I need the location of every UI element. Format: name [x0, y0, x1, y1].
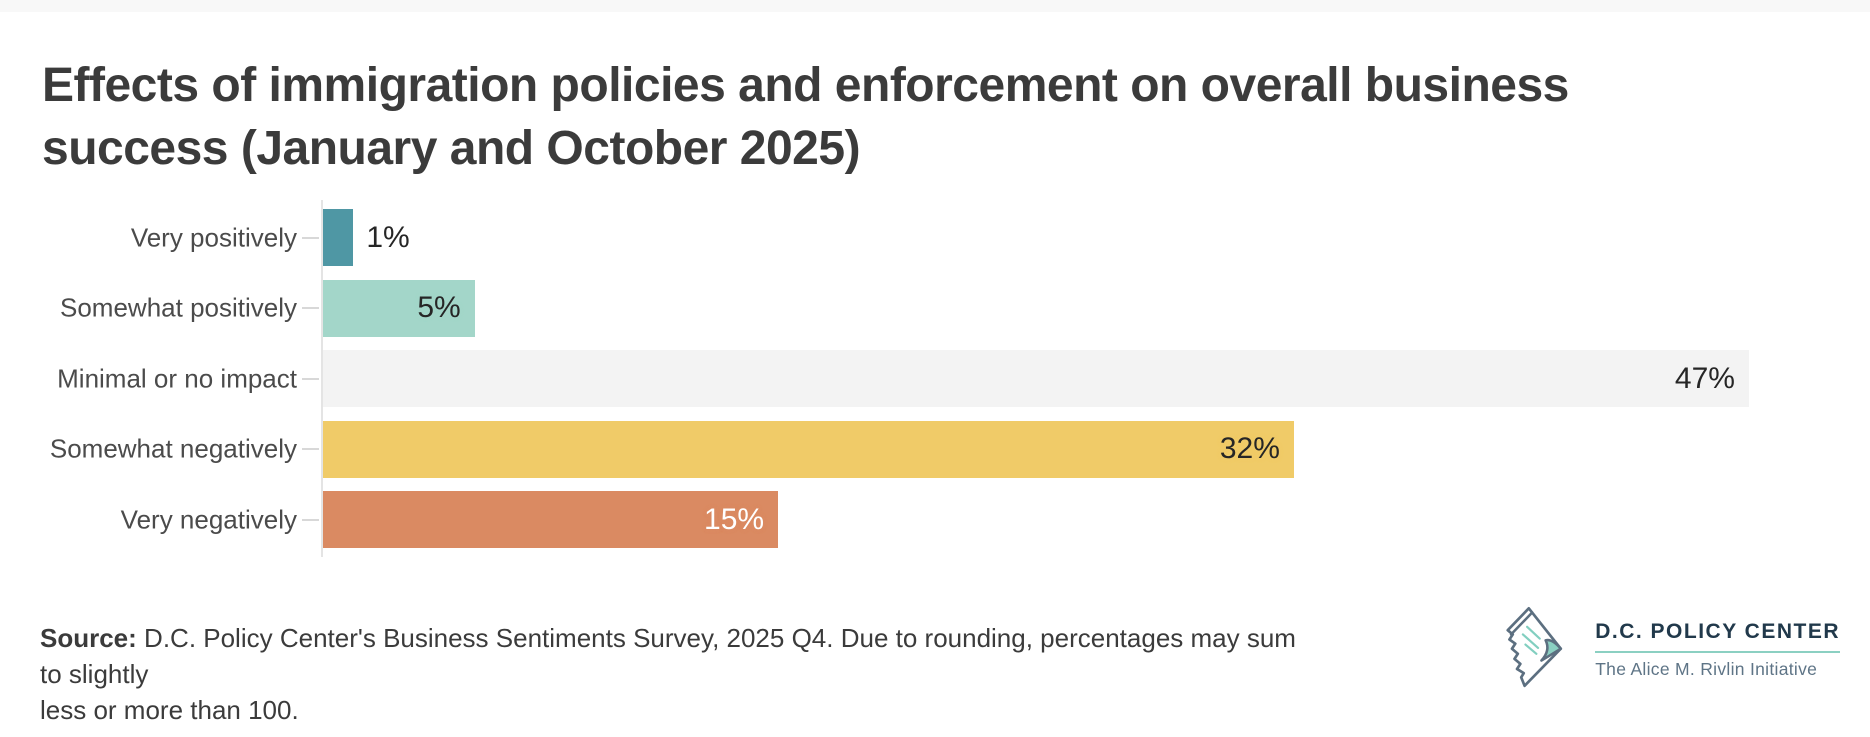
bar-chart: Very positively 1% Somewhat positively 5% Mi… — [49, 200, 1749, 557]
dc-map-folded-paper-icon — [1506, 606, 1563, 688]
chart-title: Effects of immigration policies and enfo… — [42, 54, 1742, 180]
logo-text-block: D.C. POLICY CENTER The Alice M. Rivlin I… — [1595, 620, 1840, 680]
category-label: Very positively — [130, 222, 297, 252]
y-axis-line — [321, 200, 323, 557]
dc-policy-center-logo: D.C. POLICY CENTER The Alice M. Rivlin I… — [1501, 598, 1840, 702]
value-label: 15% — [704, 502, 765, 536]
bar: 32% — [323, 420, 1294, 478]
chart-title-line-1: Effects of immigration policies and enfo… — [42, 59, 1569, 113]
axis-tick — [302, 307, 319, 309]
value-label: 5% — [417, 291, 461, 324]
bar: 47% — [323, 350, 1749, 407]
axis-tick — [302, 377, 319, 380]
logo-tagline: The Alice M. Rivlin Initiative — [1595, 659, 1818, 679]
axis-tick — [302, 518, 319, 521]
source-label: Source: — [40, 623, 137, 653]
value-label: 1% — [366, 220, 410, 254]
top-edge-strip — [0, 0, 1870, 12]
logo-wordmark: D.C. POLICY CENTER — [1595, 620, 1840, 643]
value-label: 32% — [1219, 432, 1280, 465]
category-label: Somewhat positively — [60, 292, 297, 323]
source-text-line-2: less or more than 100. — [40, 695, 299, 725]
bar: 5% — [323, 279, 475, 337]
source-note: Source: D.C. Policy Center's Business Se… — [40, 620, 1320, 728]
bar: 15% — [323, 491, 779, 548]
axis-tick — [302, 448, 319, 450]
logo-divider-rule — [1595, 651, 1840, 653]
category-label: Somewhat negatively — [49, 433, 297, 464]
source-text-line-1: D.C. Policy Center's Business Sentiments… — [40, 623, 1296, 689]
bar: 1% — [323, 209, 410, 266]
category-label: Very negatively — [120, 504, 297, 534]
chart-title-line-2: success (January and October 2025) — [42, 122, 861, 176]
category-label: Minimal or no impact — [57, 363, 297, 393]
value-label: 47% — [1674, 361, 1735, 395]
axis-tick — [302, 236, 319, 239]
